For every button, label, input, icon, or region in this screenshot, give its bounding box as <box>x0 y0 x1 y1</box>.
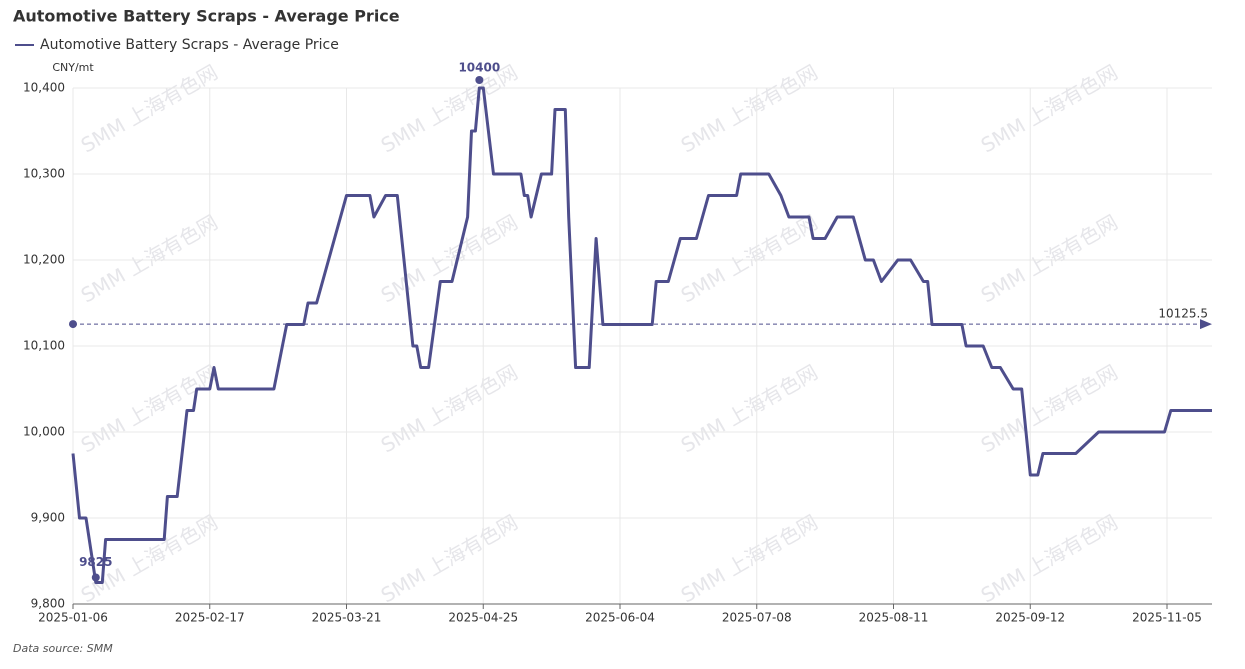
watermark: SMM 上海有色网 <box>377 210 522 308</box>
y-tick-label: 10,400 <box>23 81 65 95</box>
x-tick-label: 2025-01-06 <box>38 611 108 625</box>
watermark: SMM 上海有色网 <box>677 360 822 458</box>
legend-label: Automotive Battery Scraps - Average Pric… <box>40 37 339 53</box>
x-tick-label: 2025-09-12 <box>995 611 1065 625</box>
watermark: SMM 上海有色网 <box>77 60 222 158</box>
watermark: SMM 上海有色网 <box>677 210 822 308</box>
line <box>71 86 1212 584</box>
y-tick-label: 9,800 <box>31 597 65 611</box>
y-axis-unit: CNY/mt <box>52 61 94 74</box>
watermark: SMM 上海有色网 <box>677 60 822 158</box>
watermark: SMM 上海有色网 <box>377 510 522 608</box>
average-dot <box>69 320 77 329</box>
max-label: 10400 <box>458 61 500 75</box>
watermark: SMM 上海有色网 <box>977 60 1122 158</box>
chart-title: Automotive Battery Scraps - Average Pric… <box>13 7 400 26</box>
source: Data source: SMM <box>13 642 113 655</box>
min-marker <box>91 573 100 582</box>
watermark: SMM 上海有色网 <box>377 60 522 158</box>
x-tick-label: 2025-11-05 <box>1132 611 1202 625</box>
y-tick-label: 10,200 <box>23 253 65 267</box>
x-tick-label: 2025-04-25 <box>448 611 518 625</box>
x-tick-label: 2025-03-21 <box>312 611 382 625</box>
y-tick-label: 10,300 <box>23 167 65 181</box>
average-label: 10125.5 <box>1158 307 1208 321</box>
watermark: SMM 上海有色网 <box>977 360 1122 458</box>
x-tick-label: 2025-08-11 <box>859 611 929 625</box>
y-tick-label: 9,900 <box>31 511 65 525</box>
min-label: 9825 <box>79 555 112 569</box>
x-tick-label: 2025-06-04 <box>585 611 655 625</box>
watermark: SMM 上海有色网 <box>677 510 822 608</box>
average-arrow <box>1200 319 1212 330</box>
watermark: SMM 上海有色网 <box>977 210 1122 308</box>
x-tick-label: 2025-07-08 <box>722 611 792 625</box>
watermark: SMM 上海有色网 <box>977 510 1122 608</box>
watermark: SMM 上海有色网 <box>77 360 222 458</box>
y-tick-label: 10,100 <box>23 339 65 353</box>
y-tick-label: 10,000 <box>23 425 65 439</box>
max-marker <box>475 76 484 84</box>
watermark: SMM 上海有色网 <box>377 360 522 458</box>
x-tick-label: 2025-02-17 <box>175 611 245 625</box>
watermark: SMM 上海有色网 <box>77 210 222 308</box>
